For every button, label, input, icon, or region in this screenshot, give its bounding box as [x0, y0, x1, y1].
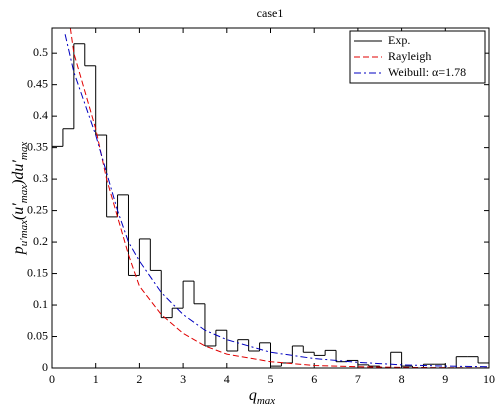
y-tick-label: 0.35: [27, 139, 48, 153]
x-axis-title-main: q: [249, 387, 257, 404]
curve: [64, 34, 489, 368]
y-axis-title-main: p: [10, 246, 27, 255]
y-tick-label: 0.5: [33, 45, 48, 59]
y-axis-title: pu′max(u′max)du′max: [10, 142, 30, 256]
y-axis-title-sub: u′max: [18, 220, 30, 246]
plot-frame: [51, 27, 490, 369]
x-axis-title: qmax: [249, 387, 275, 407]
y-tick-label: 0.45: [27, 76, 48, 90]
x-tick-label: 9: [442, 372, 448, 386]
x-tick-label: 10: [483, 372, 495, 386]
chart-title: case1: [257, 6, 284, 20]
legend-label: Exp.: [388, 33, 410, 47]
y-axis-title-group: pu′max(u′max)du′max: [10, 142, 30, 256]
x-tick-label: 5: [268, 372, 274, 386]
y-axis-title-sub: max: [18, 142, 30, 160]
y-tick-label: 0.15: [27, 265, 48, 279]
y-axis-title-main: )du′: [10, 160, 27, 186]
x-tick-label: 8: [399, 372, 405, 386]
x-tick-label: 2: [136, 372, 142, 386]
x-tick-label: 7: [355, 372, 361, 386]
y-axis-title-sub: max: [18, 185, 30, 203]
y-axis-title-main: (u′: [10, 203, 27, 220]
curve: [69, 28, 489, 368]
x-axis-title-sub: max: [257, 395, 275, 407]
y-tick-label: 0.3: [33, 171, 48, 185]
y-tick-label: 0.25: [27, 202, 48, 216]
x-tick-label: 0: [49, 372, 55, 386]
y-tick-label: 0.4: [33, 108, 48, 122]
y-tick-label: 0.2: [33, 234, 48, 248]
legend-label: Rayleigh: [388, 49, 431, 63]
legend-label: Weibull: α=1.78: [388, 65, 466, 79]
x-tick-label: 4: [224, 372, 230, 386]
plot-area: [52, 28, 489, 368]
y-tick-label: 0.05: [27, 328, 48, 342]
x-tick-label: 6: [311, 372, 317, 386]
x-tick-label: 3: [180, 372, 186, 386]
x-tick-label: 1: [93, 372, 99, 386]
y-tick-label: 0.1: [33, 297, 48, 311]
y-tick-label: 0: [42, 360, 48, 374]
